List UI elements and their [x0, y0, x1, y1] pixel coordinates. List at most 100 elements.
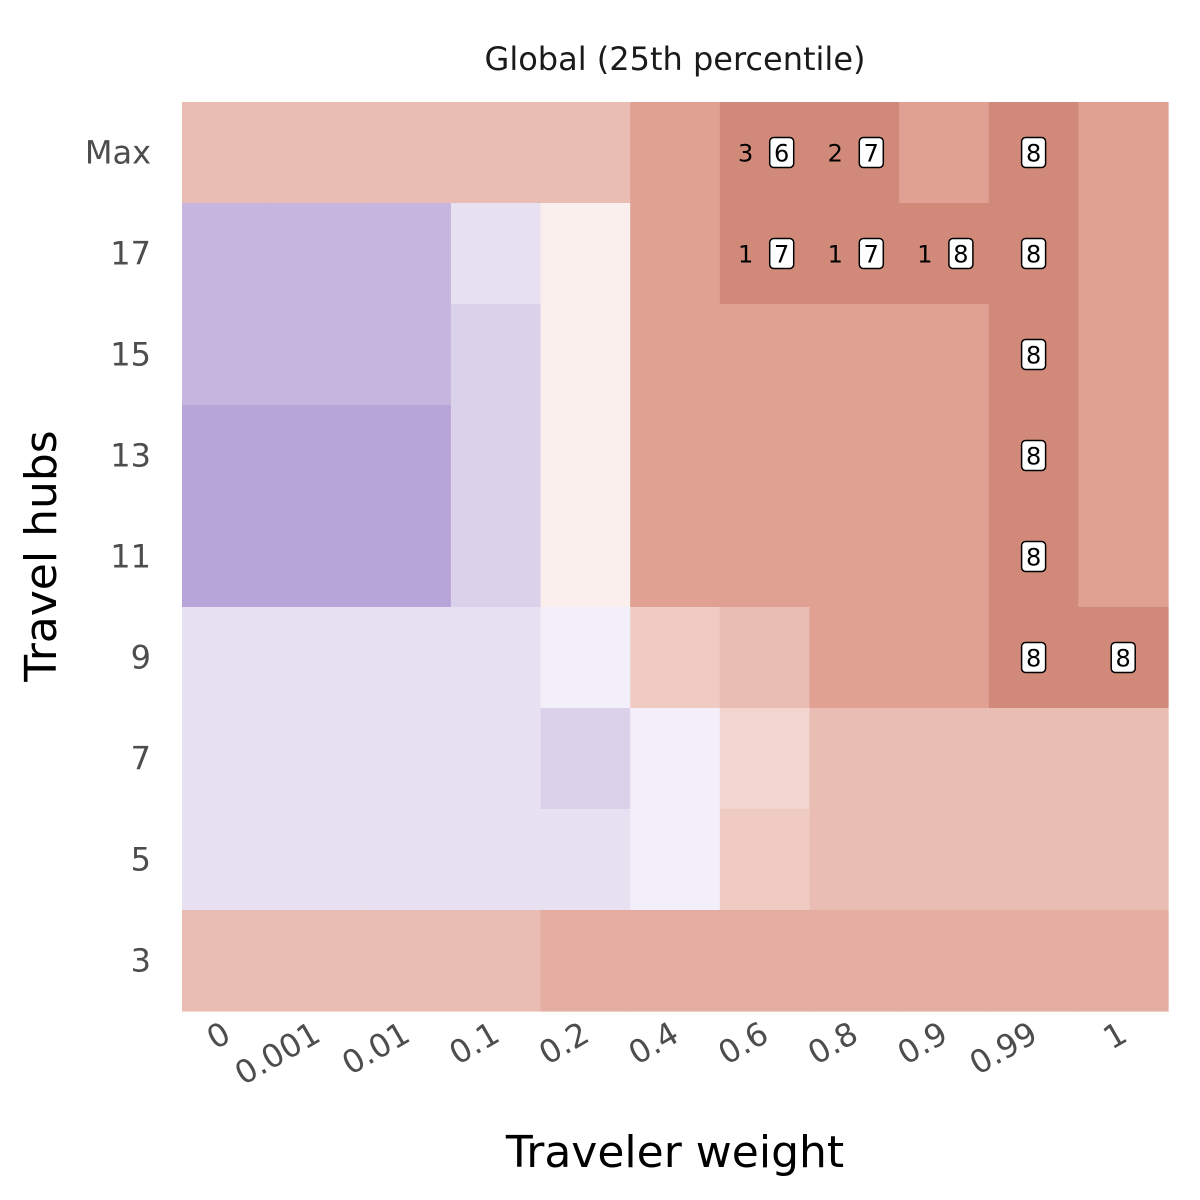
heatmap-cell	[899, 910, 990, 1012]
y-axis-title: Travel hubs	[16, 430, 67, 682]
heatmap-cell	[540, 102, 631, 204]
heatmap-cell	[540, 203, 631, 305]
heatmap-cell	[361, 203, 452, 305]
heatmap-cell	[809, 809, 900, 911]
y-tick-label: 3	[131, 942, 151, 980]
heatmap-cell	[182, 708, 273, 810]
heatmap-cell	[630, 708, 721, 810]
x-tick-label: 0.6	[712, 1014, 775, 1072]
heatmap-cell	[899, 708, 990, 810]
x-tick-label: 0.1	[443, 1014, 506, 1072]
heatmap-cell	[899, 809, 990, 911]
annotation-badge-label: 7	[864, 140, 879, 168]
heatmap-cell	[540, 809, 631, 911]
y-tick-label: 7	[131, 740, 151, 778]
heatmap-cell	[809, 405, 900, 507]
heatmap-cell	[182, 102, 273, 204]
cell-annotation: 8	[1020, 237, 1047, 270]
x-tick-label: 0.99	[963, 1014, 1044, 1083]
heatmap-cell	[450, 607, 542, 709]
x-tick-label: 0.001	[228, 1014, 326, 1093]
heatmap-cell	[361, 708, 452, 810]
y-tick-label: 9	[131, 639, 151, 677]
y-tick-label: 11	[110, 538, 151, 576]
heatmap-cell	[630, 607, 721, 709]
annotation-badge-label: 8	[1026, 241, 1041, 269]
heatmap-cell	[899, 304, 990, 406]
heatmap-cell	[182, 405, 273, 507]
annotation-badge-label: 7	[774, 241, 789, 269]
annotation-badge	[858, 136, 885, 169]
heatmap-cell	[271, 405, 362, 507]
annotation-badge	[1020, 136, 1047, 169]
heatmap-cell	[450, 506, 542, 608]
heatmap-cell	[630, 102, 721, 204]
heatmap-cells	[182, 102, 1169, 1012]
annotation-count: 2	[828, 140, 843, 168]
heatmap-cell	[271, 607, 362, 709]
cell-annotation: 8	[1020, 540, 1047, 573]
heatmap-cell	[271, 203, 362, 305]
x-axis-title: Traveler weight	[505, 1127, 844, 1178]
heatmap-cell	[271, 506, 362, 608]
heatmap-cell	[540, 910, 631, 1012]
heatmap-cell	[988, 708, 1079, 810]
heatmap-cell	[1078, 102, 1169, 204]
x-tick-label: 0.9	[891, 1014, 954, 1072]
chart-title: Global (25th percentile)	[485, 40, 866, 78]
annotation-badge	[1110, 641, 1136, 674]
x-tick-label: 0.01	[335, 1014, 416, 1083]
heatmap-cell	[361, 910, 452, 1012]
cell-annotation: 8	[1020, 136, 1047, 169]
annotation-badge-label: 8	[1026, 342, 1041, 370]
heatmap-cell	[182, 203, 273, 305]
y-tick-label: 5	[131, 841, 151, 879]
annotation-badge	[1020, 237, 1047, 270]
heatmap-cell	[361, 304, 452, 406]
heatmap-cell	[450, 102, 542, 204]
heatmap-cell	[450, 708, 542, 810]
heatmap-cell	[182, 506, 273, 608]
annotation-badge-label: 8	[1026, 544, 1041, 572]
annotation-badge	[1020, 540, 1047, 573]
heatmap-cell	[540, 506, 631, 608]
heatmap-cell	[450, 304, 542, 406]
annotation-badge	[1020, 338, 1047, 371]
heatmap-cell	[182, 910, 273, 1012]
heatmap-cell	[361, 405, 452, 507]
heatmap-cell	[1078, 910, 1169, 1012]
heatmap-cell	[182, 304, 273, 406]
heatmap-cell	[1078, 304, 1169, 406]
heatmap-cell	[361, 809, 452, 911]
annotation-badge	[858, 237, 885, 270]
heatmap-cell	[719, 304, 811, 406]
heatmap-cell	[899, 405, 990, 507]
heatmap-cell	[361, 102, 452, 204]
heatmap-cell	[899, 506, 990, 608]
heatmap-cell	[1078, 203, 1169, 305]
heatmap-cell	[719, 809, 811, 911]
heatmap-cell	[719, 405, 811, 507]
heatmap-cell	[450, 910, 542, 1012]
heatmap-cell	[809, 910, 900, 1012]
heatmap-cell	[540, 708, 631, 810]
annotation-badge	[768, 136, 795, 169]
x-tick-label: 0.8	[801, 1014, 864, 1072]
x-tick-label: 0.4	[622, 1014, 685, 1072]
heatmap-cell	[719, 910, 811, 1012]
heatmap-cell	[450, 809, 542, 911]
heatmap-cell	[719, 708, 811, 810]
heatmap-cell	[271, 304, 362, 406]
heatmap-cell	[630, 203, 721, 305]
heatmap-cell	[809, 102, 900, 204]
heatmap-cell	[988, 809, 1079, 911]
heatmap-cell	[271, 102, 362, 204]
annotation-count: 1	[828, 241, 843, 269]
heatmap-cell	[719, 607, 811, 709]
heatmap-cell	[361, 607, 452, 709]
